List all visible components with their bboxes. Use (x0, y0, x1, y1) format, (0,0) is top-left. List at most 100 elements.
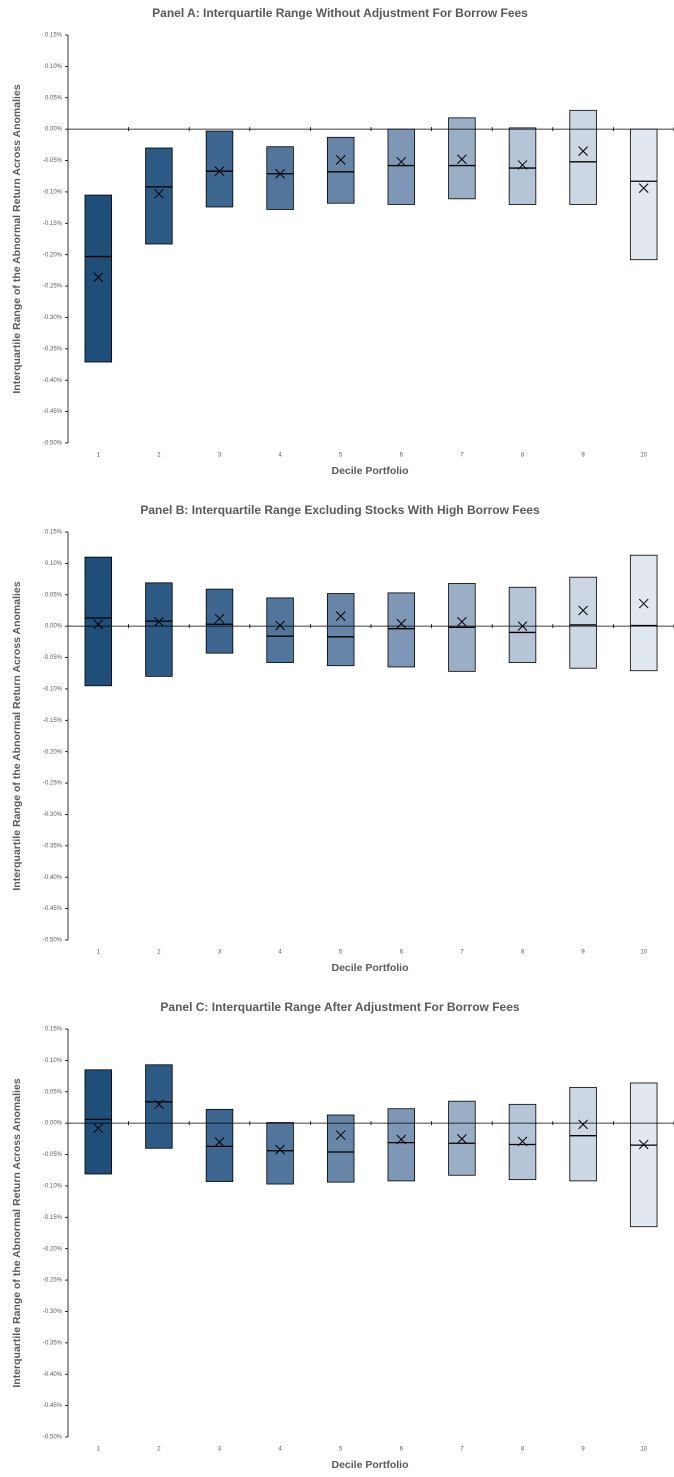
x-tick-label: 1 (97, 453, 101, 459)
y-tick-label: -0.50% (43, 1435, 63, 1441)
x-tick-label: 8 (521, 453, 525, 459)
mean-stroke (638, 1139, 649, 1150)
y-tick-label: -0.45% (43, 409, 63, 415)
mean-marker (578, 1119, 588, 1130)
iqr-box (205, 130, 234, 208)
y-tick-label: -0.40% (43, 1372, 63, 1378)
mean-stroke (335, 1130, 346, 1140)
y-tick-label: -0.20% (43, 1246, 63, 1252)
mean-marker (154, 616, 164, 627)
mean-stroke (578, 146, 588, 156)
y-tick-label: 0.15% (45, 530, 63, 536)
x-tick-label: 6 (400, 1447, 404, 1453)
mean-marker (517, 621, 528, 632)
iqr-box (205, 588, 234, 654)
iqr-box (508, 1103, 537, 1181)
mean-stroke (457, 616, 467, 627)
x-tick-label: 8 (521, 1447, 525, 1453)
y-tick-label: 0.05% (45, 592, 63, 598)
iqr-box (205, 1108, 234, 1182)
mean-stroke (396, 1134, 407, 1145)
mean-marker (396, 1134, 407, 1145)
iqr-box (448, 117, 476, 200)
y-tick-label: -0.05% (43, 1152, 63, 1158)
iqr-box (84, 194, 113, 363)
mean-stroke (517, 621, 528, 632)
y-tick-label: -0.35% (43, 843, 63, 849)
mean-marker (154, 1099, 164, 1110)
y-tick-label: 0.05% (45, 95, 63, 101)
y-tick-label: -0.30% (43, 315, 63, 321)
x-tick-label: 2 (157, 453, 161, 459)
mean-marker (457, 1133, 467, 1144)
mean-stroke (396, 156, 407, 167)
x-tick-label: 4 (278, 1447, 282, 1453)
x-tick-label: 5 (339, 950, 343, 956)
x-tick-label: 9 (581, 453, 585, 459)
mean-marker (275, 168, 285, 179)
iqr-box (145, 582, 173, 677)
x-tick-label: 1 (97, 1447, 101, 1453)
mean-marker (638, 598, 649, 609)
y-tick-label: 0.10% (45, 64, 63, 70)
y-tick-label: -0.50% (43, 938, 63, 944)
mean-stroke (335, 155, 346, 165)
y-tick-label: -0.30% (43, 1309, 63, 1315)
y-tick-label: -0.15% (43, 1215, 63, 1221)
chart-title: Panel A: Interquartile Range Without Adj… (152, 6, 528, 20)
iqr-box (266, 146, 294, 210)
x-tick-label: 3 (218, 453, 222, 459)
iqr-box (387, 1108, 416, 1182)
y-axis-label: Interquartile Range of the Abnormal Retu… (11, 84, 23, 393)
y-tick-label: -0.50% (43, 441, 63, 447)
y-tick-label: -0.05% (43, 655, 63, 661)
y-tick-label: 0.10% (45, 561, 63, 567)
iqr-box (266, 1122, 294, 1185)
mean-marker (396, 156, 407, 167)
y-tick-label: -0.20% (43, 252, 63, 258)
iqr-box (326, 1114, 355, 1183)
x-tick-label: 1 (97, 950, 101, 956)
y-tick-label: 0.05% (45, 1089, 63, 1095)
mean-stroke (517, 1136, 528, 1147)
mean-marker (396, 618, 407, 629)
y-tick-label: 0.15% (45, 33, 63, 39)
y-tick-label: -0.25% (43, 1278, 63, 1284)
x-tick-label: 9 (581, 1447, 585, 1453)
mean-marker (578, 605, 588, 616)
y-tick-label: -0.05% (43, 158, 63, 164)
y-tick-label: -0.35% (43, 346, 63, 352)
mean-stroke (578, 605, 588, 616)
mean-stroke (93, 1123, 104, 1134)
mean-marker (275, 620, 285, 631)
mean-marker (275, 1144, 285, 1155)
iqr-box (629, 554, 658, 672)
mean-stroke (154, 188, 164, 199)
y-tick-label: 0.10% (45, 1058, 63, 1064)
mean-marker (93, 619, 104, 630)
x-tick-label: 2 (157, 950, 161, 956)
mean-stroke (638, 183, 649, 194)
mean-stroke (214, 1137, 225, 1147)
x-tick-label: 5 (339, 453, 343, 459)
x-tick-label: 9 (581, 950, 585, 956)
mean-stroke (578, 1119, 588, 1130)
mean-stroke (214, 166, 225, 177)
x-tick-label: 6 (400, 453, 404, 459)
y-tick-label: 0.00% (45, 1121, 63, 1127)
chart-title: Panel B: Interquartile Range Excluding S… (140, 503, 540, 517)
mean-marker (214, 613, 225, 624)
x-tick-label: 7 (460, 453, 464, 459)
mean-marker (214, 166, 225, 177)
mean-marker (457, 154, 467, 165)
y-tick-label: -0.15% (43, 718, 63, 724)
mean-stroke (214, 613, 225, 624)
mean-marker (638, 1139, 649, 1150)
x-tick-label: 8 (521, 950, 525, 956)
mean-marker (517, 160, 528, 170)
y-axis-label: Interquartile Range of the Abnormal Retu… (11, 581, 23, 890)
mean-stroke (275, 1144, 285, 1155)
x-tick-label: 6 (400, 950, 404, 956)
y-tick-label: 0.15% (45, 1027, 63, 1033)
